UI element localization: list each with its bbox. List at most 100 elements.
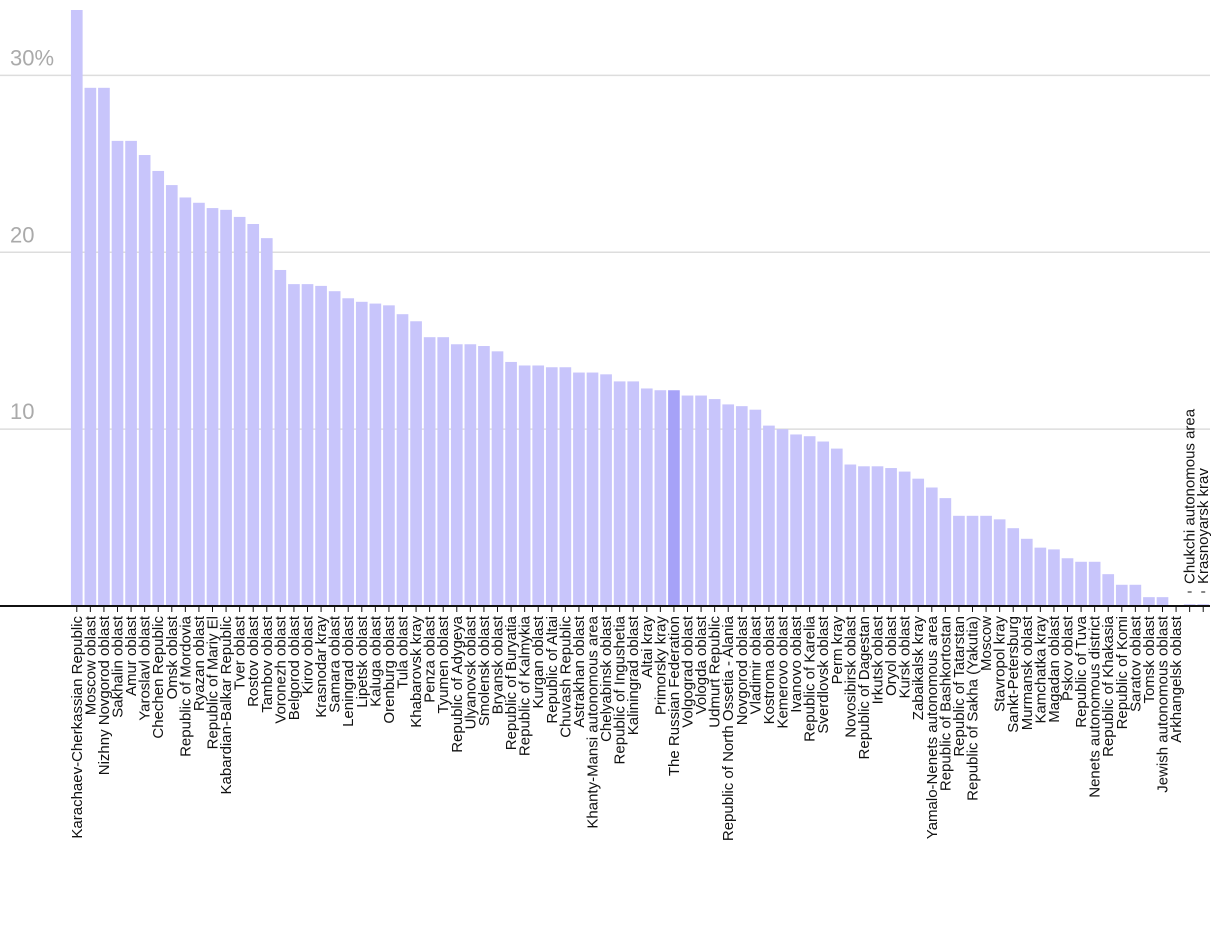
bar [763, 425, 775, 606]
x-tick-label: Republic of Tatarstan [951, 616, 968, 757]
bar [383, 305, 395, 606]
x-tick-label: Altai kray [639, 616, 656, 678]
x-tick-label: Volgograd oblast [680, 615, 697, 728]
x-tick-label: Udmurt Republic [707, 616, 724, 728]
bar [437, 337, 450, 606]
bar [708, 399, 721, 606]
x-tick-label: Republic of Mariy El [205, 616, 222, 749]
x-tick-label: Novgorod oblast [734, 615, 751, 725]
x-tick-label: Magadan oblast [1046, 615, 1063, 723]
x-tick-label: Republic of Khakasia [1100, 615, 1117, 757]
x-tick-label: Novosibirsk oblast [842, 615, 859, 738]
x-tick-label: Ulyanovsk oblast [462, 615, 479, 729]
bar [233, 216, 246, 607]
x-tick-label: Nizhny Novgorod oblast [96, 615, 113, 775]
y-tick-label: 10 [10, 399, 34, 424]
x-tick-label: Republic of Kalmykia [517, 615, 534, 756]
x-tick-label: Samara oblast [327, 615, 344, 713]
x-tick-label: Khabarovsk kray [408, 616, 425, 728]
bar [735, 406, 748, 606]
x-tick-label: Rostov oblast [245, 615, 262, 707]
bar [1143, 597, 1155, 606]
bar [396, 314, 409, 606]
bar [790, 434, 802, 606]
x-tick-label: Tver oblast [232, 615, 249, 690]
x-tick-label: Kemerovo oblast [775, 615, 792, 728]
x-tick-label: Pskov oblast [1060, 615, 1077, 701]
bar [817, 441, 830, 606]
bar [247, 223, 260, 606]
x-tick-label: Murmansk oblast [1019, 615, 1036, 730]
x-tick-label: Voronezh oblast [272, 615, 289, 723]
bar [288, 284, 300, 606]
bar [220, 209, 232, 606]
bar [858, 466, 870, 606]
bar [980, 515, 992, 606]
bar [654, 390, 667, 606]
y-tick-label: 30% [10, 45, 54, 70]
bar [152, 170, 165, 606]
x-tick-label: Sakhalin oblast [110, 615, 127, 718]
x-tick-label: Tambov oblast [259, 615, 276, 713]
bar [410, 321, 422, 606]
x-tick-label: Moscow oblast [82, 615, 99, 715]
x-tick-label: Yamalo-Nenets autonomous area [924, 615, 941, 839]
bar [627, 381, 640, 606]
bar [491, 351, 504, 606]
x-tick-label: Nenets autonomous district [1087, 615, 1104, 798]
x-tick-label: Arkhangelsk oblast [1168, 615, 1185, 743]
bar [464, 344, 477, 606]
bar [274, 269, 287, 606]
x-tick-label: Ivanovo oblast [788, 615, 805, 713]
bar [84, 87, 97, 606]
x-tick-label: Kaliningrad oblast [625, 615, 642, 735]
bar [315, 285, 327, 606]
bar [993, 519, 1006, 606]
bar [695, 395, 707, 606]
x-tick-label: Vladimir oblast [747, 615, 764, 714]
x-tick-label: Smolensk oblast [476, 615, 493, 726]
bar [1129, 584, 1142, 606]
x-tick-label: Orenburg oblast [381, 615, 398, 723]
x-tick-label: Ryazan oblast [191, 615, 208, 711]
x-tick-label: Chukchi autonomous area [1182, 408, 1199, 584]
bar [369, 303, 382, 606]
y-tick-label: 20 [10, 222, 34, 247]
bar [138, 155, 151, 607]
bar [898, 471, 911, 606]
x-tick-label: Kaluga oblast [367, 615, 384, 707]
bar [668, 390, 680, 606]
x-tick-label: Leningrad oblast [340, 615, 357, 727]
x-tick-label: Republic of Altai [544, 616, 561, 724]
bar [749, 409, 762, 606]
bar [1115, 584, 1128, 606]
x-tick-label: Republic of Komi [1114, 616, 1131, 729]
x-tick-label: Kursk oblast [897, 615, 914, 698]
bar [1156, 597, 1169, 606]
bar [966, 515, 979, 606]
x-tick-label: Krasnodar kray [313, 616, 330, 718]
bar [505, 361, 517, 606]
bar [328, 291, 341, 606]
x-tick-label: Republic of Ingushetia [612, 615, 629, 764]
bar [844, 464, 857, 606]
bar [1048, 549, 1060, 606]
bar [803, 436, 816, 606]
bar [600, 374, 612, 606]
x-tick-label: Lipetsk oblast [354, 615, 371, 708]
bar [1102, 574, 1115, 606]
bar [681, 395, 694, 606]
x-tick-label: Perm kray [829, 616, 846, 685]
x-tick-label: Bryansk oblast [490, 615, 507, 714]
bar [165, 185, 178, 606]
bar [830, 448, 843, 606]
x-tick-label: Republic of Sakha (Yakutia) [965, 616, 982, 801]
x-tick-label: Oryol oblast [883, 615, 900, 696]
x-tick-label: Belgorod oblast [286, 615, 303, 720]
x-tick-label: Kostroma oblast [761, 615, 778, 724]
bar [559, 367, 572, 606]
x-tick-label: Tomsk oblast [1141, 615, 1158, 703]
bar [1034, 547, 1047, 606]
bar [301, 284, 314, 606]
